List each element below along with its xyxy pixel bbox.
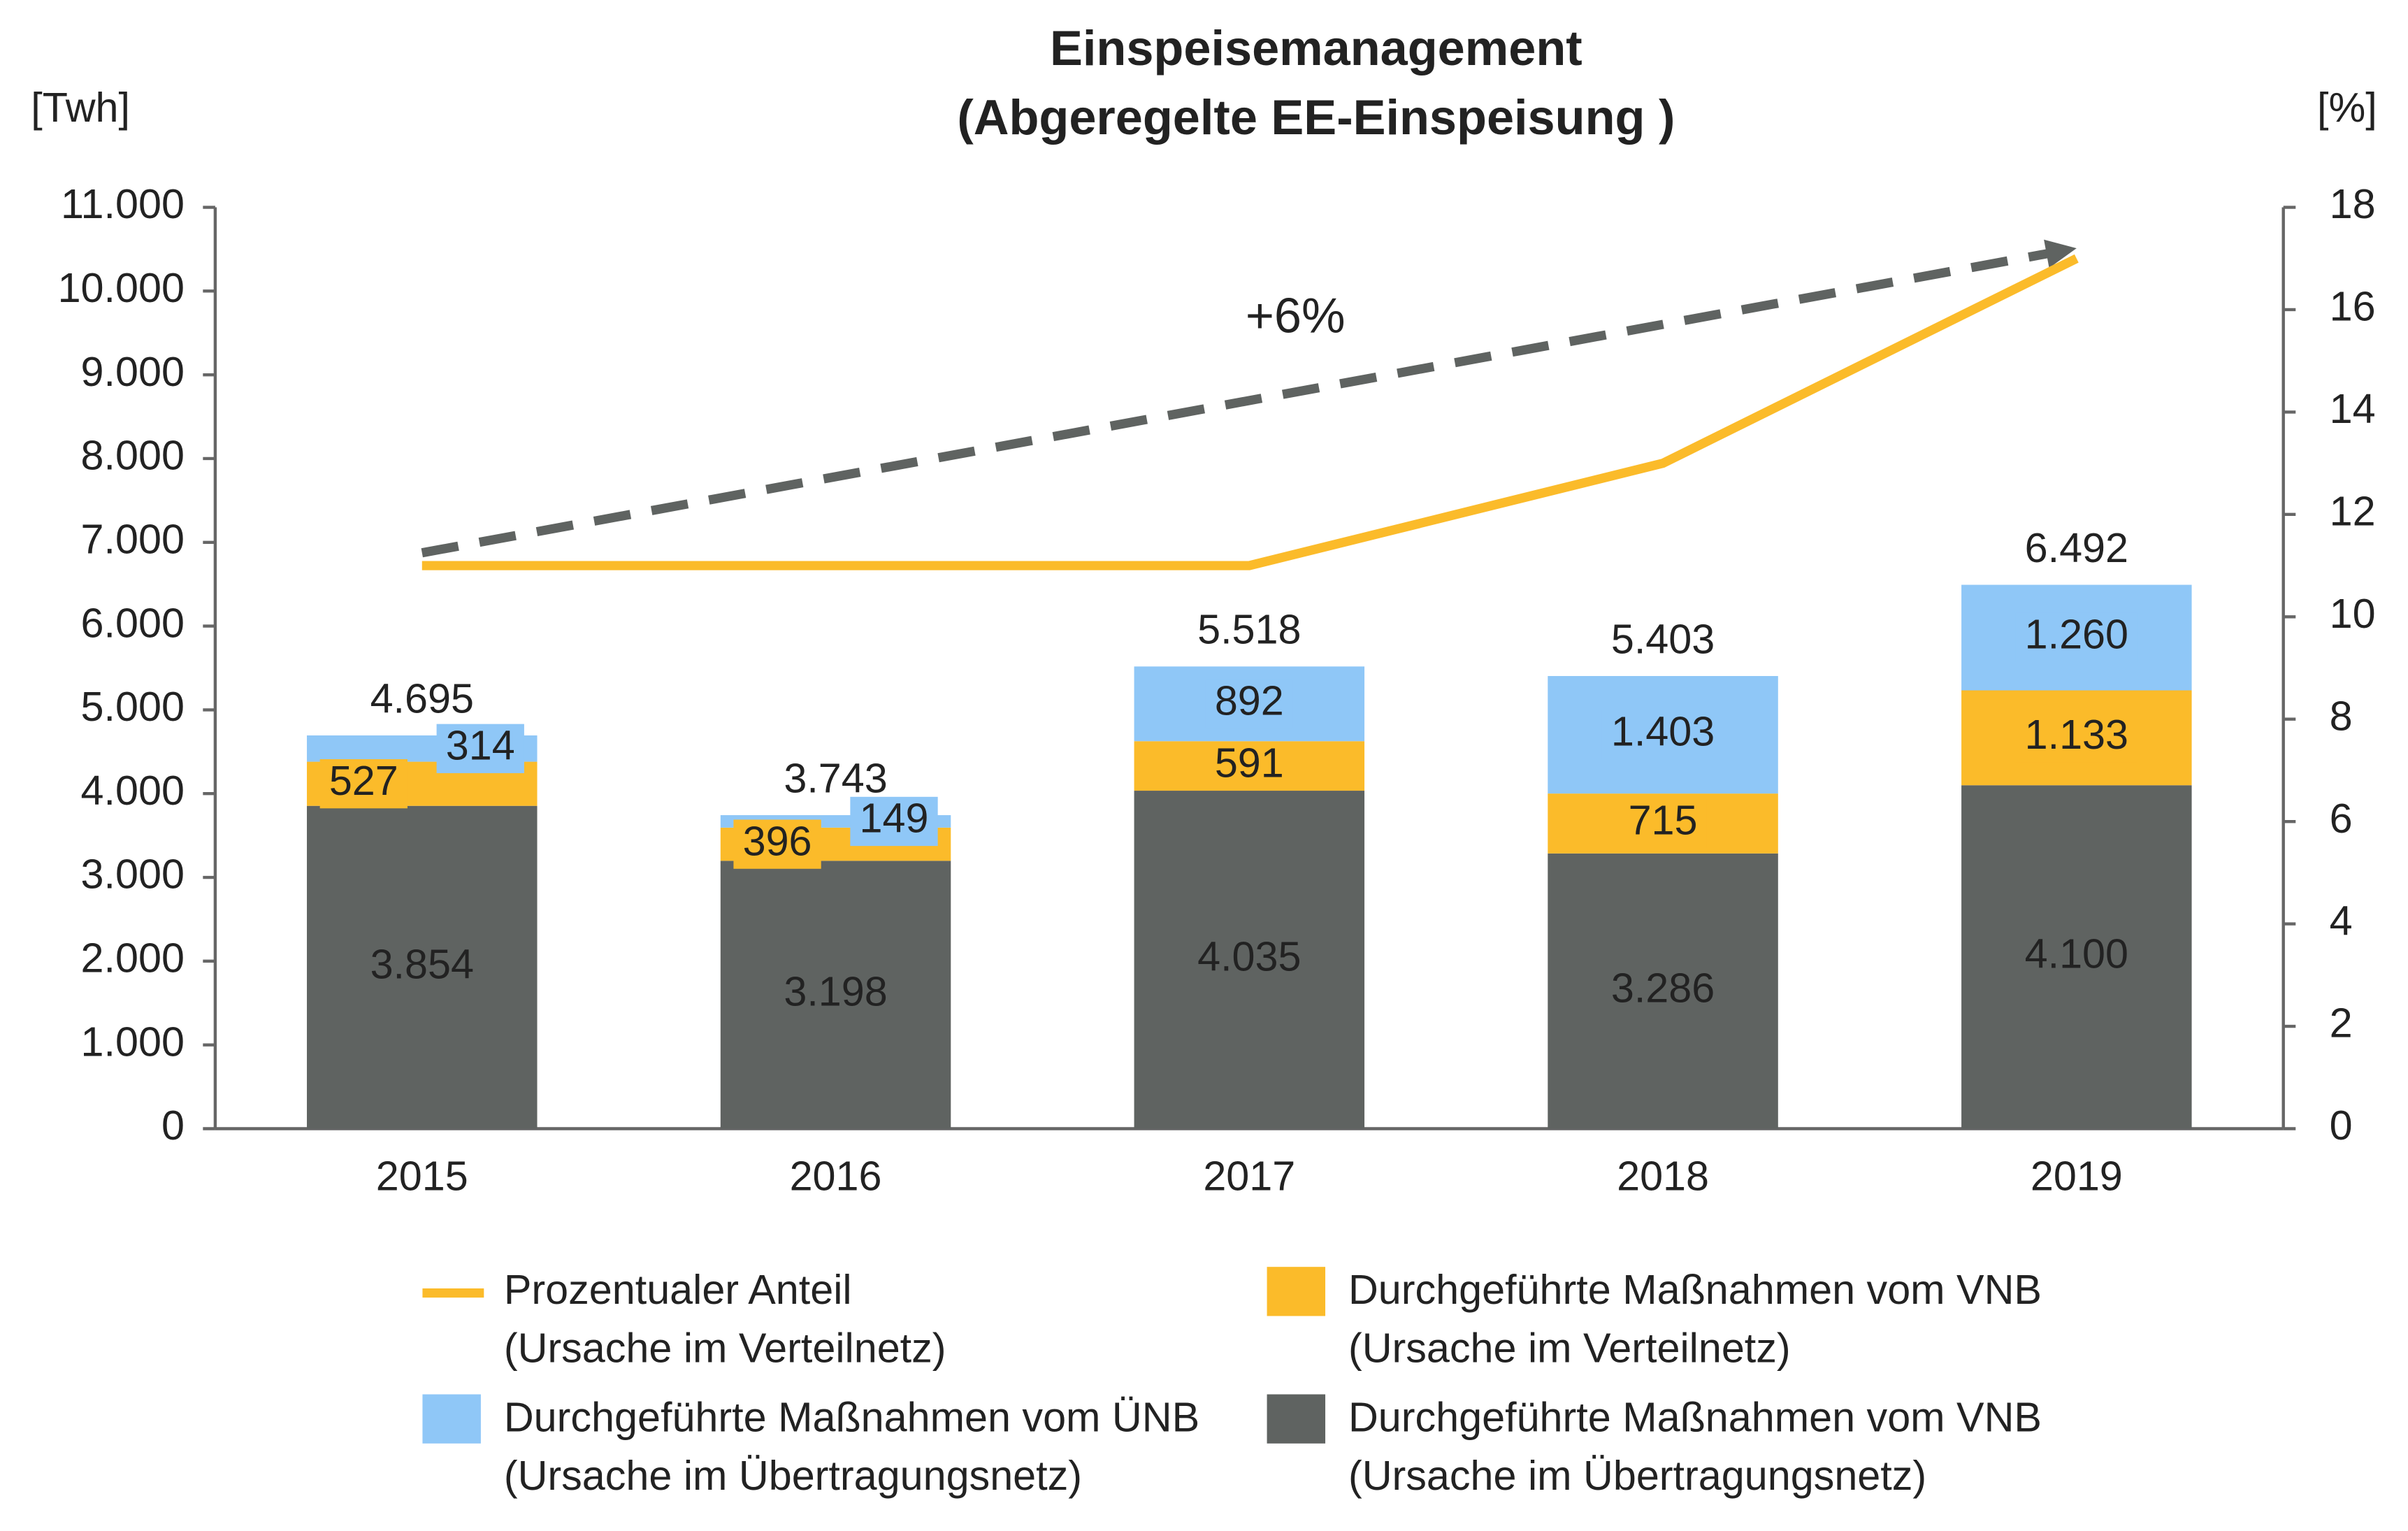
legend-swatch: [1267, 1267, 1326, 1316]
value-label: 396: [743, 817, 812, 864]
value-label: 892: [1215, 677, 1284, 724]
y2-tick-label: 10: [2330, 590, 2376, 637]
y-tick-label: 2.000: [81, 935, 185, 982]
y-tick-label: 0: [161, 1102, 185, 1149]
legend-swatch: [422, 1394, 481, 1444]
value-label: 314: [446, 721, 515, 768]
value-label-background: [319, 759, 408, 809]
y-tick-label: 10.000: [58, 264, 185, 311]
value-label-background: [733, 819, 821, 869]
y-tick-label: 6.000: [81, 599, 185, 646]
value-label-background: [2015, 713, 2138, 763]
bar-segment: [1961, 785, 2192, 1129]
value-label: 527: [329, 757, 398, 804]
legend-label: Prozentualer Anteil: [504, 1266, 852, 1313]
x-tick-label: 2019: [2031, 1153, 2123, 1200]
y2-axis-label: [%]: [2317, 84, 2377, 131]
chart-title: Einspeisemanagement: [1050, 20, 1582, 76]
y2-tick-label: 12: [2330, 488, 2376, 535]
value-label-background: [1205, 679, 1293, 728]
total-label: 4.695: [370, 675, 474, 721]
bar-segment: [1548, 853, 1778, 1129]
value-label: 1.260: [2025, 611, 2128, 658]
y2-tick-label: 2: [2330, 1000, 2353, 1047]
legend-label: Durchgeführte Maßnahmen vom VNB: [1348, 1266, 2042, 1313]
x-tick-label: 2016: [790, 1153, 882, 1200]
legend-label: Durchgeführte Maßnahmen vom ÜNB: [504, 1394, 1199, 1441]
value-label: 3.198: [784, 968, 887, 1015]
y-tick-label: 9.000: [81, 348, 185, 395]
legend-label: Durchgeführte Maßnahmen vom VNB: [1348, 1394, 2042, 1441]
value-label: 1.133: [2025, 711, 2128, 758]
y-tick-label: 11.000: [61, 180, 185, 227]
y-tick-label: 3.000: [81, 851, 185, 898]
value-label: 3.286: [1611, 964, 1715, 1011]
legend-label: (Ursache im Verteilnetz): [1348, 1325, 1791, 1372]
bar-segment: [1134, 791, 1365, 1129]
value-label-background: [1619, 798, 1707, 849]
value-label-background: [1601, 710, 1724, 760]
y2-tick-label: 8: [2330, 692, 2353, 739]
value-label: 715: [1629, 797, 1698, 844]
value-label-background: [436, 724, 524, 773]
y-tick-label: 4.000: [81, 767, 185, 814]
value-label: 4.035: [1197, 933, 1301, 979]
total-label: 5.403: [1611, 615, 1715, 662]
legend-label: (Ursache im Übertragungsnetz): [504, 1452, 1082, 1499]
y-axis-label: [Twh]: [31, 84, 130, 131]
value-label: 1.403: [1611, 708, 1715, 755]
trend-label: +6%: [1246, 287, 1346, 343]
chart-title: (Abgeregelte EE-Einspeisung ): [957, 89, 1675, 145]
x-tick-label: 2018: [1617, 1153, 1709, 1200]
y-tick-label: 8.000: [81, 432, 185, 479]
y-tick-label: 1.000: [81, 1018, 185, 1065]
legend-label: (Ursache im Übertragungsnetz): [1348, 1452, 1926, 1499]
value-label: 4.100: [2025, 930, 2128, 977]
bar-segment: [307, 805, 538, 1129]
line-series: [421, 254, 2079, 570]
y2-tick-label: 6: [2330, 795, 2353, 842]
value-label: 591: [1215, 739, 1284, 786]
value-label: 149: [860, 795, 929, 842]
value-label-background: [1205, 741, 1293, 791]
y2-tick-label: 0: [2330, 1102, 2353, 1149]
trend-arrowhead: [2044, 239, 2077, 268]
total-label: 5.518: [1197, 606, 1301, 653]
x-tick-label: 2017: [1203, 1153, 1295, 1200]
x-tick-label: 2015: [376, 1153, 468, 1200]
total-label: 3.743: [784, 754, 887, 801]
total-label: 6.492: [2025, 524, 2128, 571]
legend-label: (Ursache im Verteilnetz): [504, 1325, 946, 1372]
y2-tick-label: 14: [2330, 385, 2376, 432]
value-label: 3.854: [370, 940, 474, 987]
value-label-background: [850, 796, 938, 847]
y-tick-label: 7.000: [81, 515, 185, 562]
legend-swatch: [1267, 1394, 1326, 1444]
y-tick-label: 5.000: [81, 683, 185, 730]
y2-tick-label: 16: [2330, 283, 2376, 330]
value-label-background: [2015, 612, 2138, 663]
bar-segment: [720, 861, 951, 1129]
trend-line: [421, 247, 2056, 558]
y2-tick-label: 4: [2330, 897, 2353, 944]
y2-tick-label: 18: [2330, 180, 2376, 227]
